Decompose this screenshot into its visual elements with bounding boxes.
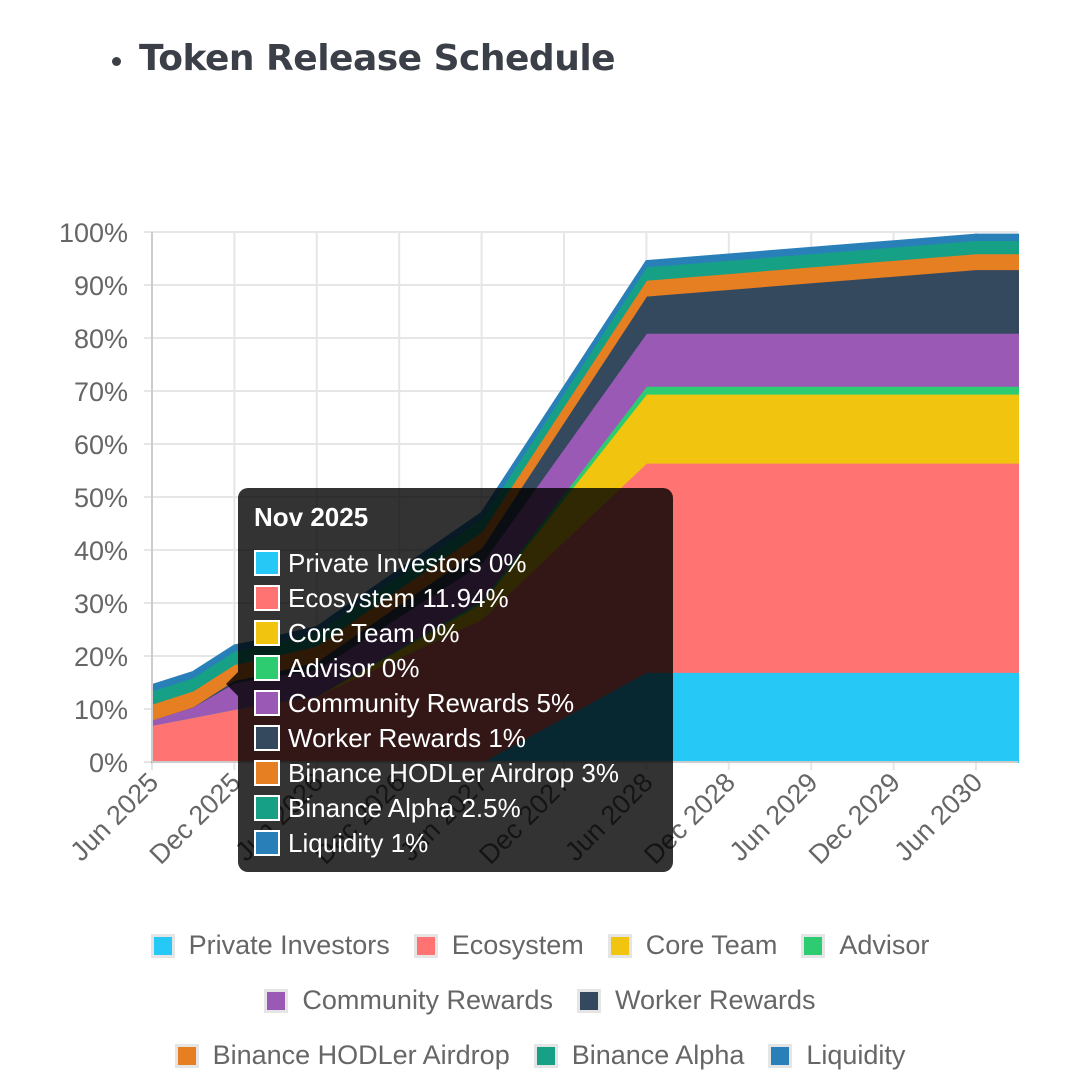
y-tick-label: 80% — [74, 324, 128, 354]
legend-swatch — [174, 1043, 199, 1068]
tooltip-item-label: Worker Rewards 1% — [288, 722, 526, 753]
tooltip-swatch — [254, 655, 280, 681]
chart-title: Token Release Schedule — [139, 38, 616, 79]
legend-label: Binance HODLer Airdrop — [212, 1040, 510, 1070]
tooltip-swatch — [254, 620, 280, 646]
tooltip-swatch — [254, 830, 280, 856]
y-tick-label: 60% — [74, 430, 128, 460]
chart-heading: Token Release Schedule — [112, 38, 616, 79]
legend-item[interactable]: Binance HODLer Airdrop — [174, 1040, 510, 1071]
tooltip-title: Nov 2025 — [254, 502, 369, 532]
legend: Private Investors Ecosystem Core Team Advis… — [0, 918, 1080, 1083]
legend-swatch — [607, 933, 632, 958]
legend-row: Binance HODLer Airdrop Binance Alpha Liqui… — [0, 1028, 1080, 1083]
x-tick-label: Dec 2025 — [144, 767, 247, 870]
bullet-icon — [112, 57, 121, 66]
tooltip-item: Binance Alpha 2.5% — [254, 793, 521, 823]
legend-item[interactable]: Worker Rewards — [577, 985, 816, 1016]
legend-label: Core Team — [645, 930, 778, 960]
legend-item[interactable]: Binance Alpha — [533, 1040, 745, 1071]
legend-label: Liquidity — [806, 1040, 906, 1070]
tooltip-caret — [226, 672, 238, 696]
legend-row: Private Investors Ecosystem Core Team Advis… — [0, 918, 1080, 973]
tooltip: Nov 2025 Private Investors 0% Ecosystem 1… — [238, 488, 673, 872]
y-tick-label: 0% — [89, 748, 128, 778]
tooltip-item-label: Advisor 0% — [288, 652, 420, 683]
legend-swatch — [577, 988, 601, 1013]
x-tick-label: Dec 2029 — [803, 767, 906, 870]
tooltip-item: Community Rewards 5% — [254, 688, 574, 718]
tooltip-item-label: Liquidity 1% — [288, 827, 429, 858]
y-tick-label: 50% — [74, 483, 128, 513]
legend-item[interactable]: Advisor — [801, 930, 929, 961]
legend-label: Private Investors — [188, 930, 390, 960]
tooltip-item: Advisor 0% — [254, 653, 420, 683]
x-tick-label: Jun 2030 — [888, 767, 988, 867]
tooltip-swatch — [254, 585, 280, 611]
y-tick-label: 100% — [59, 218, 128, 248]
tooltip-item: Private Investors 0% — [254, 548, 526, 578]
tooltip-swatch — [254, 795, 280, 821]
legend-item[interactable]: Private Investors — [150, 930, 390, 961]
tooltip-item: Liquidity 1% — [254, 828, 428, 858]
legend-item[interactable]: Liquidity — [768, 1040, 905, 1071]
tooltip-item-label: Private Investors 0% — [288, 547, 527, 578]
legend-label: Advisor — [839, 930, 930, 960]
y-tick-label: 90% — [74, 271, 128, 301]
legend-item[interactable]: Ecosystem — [413, 930, 584, 961]
y-tick-label: 10% — [74, 695, 128, 725]
tooltip-item: Worker Rewards 1% — [254, 723, 526, 753]
legend-swatch — [533, 1043, 558, 1068]
tooltip-item: Ecosystem 11.94% — [254, 583, 509, 613]
tooltip-item-label: Community Rewards 5% — [288, 687, 575, 718]
legend-label: Worker Rewards — [615, 985, 816, 1015]
legend-swatch — [150, 933, 175, 958]
y-tick-label: 30% — [74, 589, 128, 619]
legend-label: Binance Alpha — [571, 1040, 745, 1070]
tooltip-swatch — [254, 550, 280, 576]
tooltip-item-label: Ecosystem 11.94% — [288, 582, 509, 613]
legend-label: Community Rewards — [302, 985, 553, 1015]
legend-label: Ecosystem — [451, 930, 584, 960]
y-tick-label: 70% — [74, 377, 128, 407]
tooltip-item-label: Core Team 0% — [288, 617, 460, 648]
legend-item[interactable]: Community Rewards — [264, 985, 553, 1016]
y-tick-label: 40% — [74, 536, 128, 566]
tooltip-item: Core Team 0% — [254, 618, 460, 648]
legend-row: Community Rewards Worker Rewards — [0, 973, 1080, 1028]
legend-swatch — [413, 933, 438, 958]
tooltip-swatch — [254, 760, 280, 786]
legend-swatch — [264, 988, 289, 1013]
legend-item[interactable]: Core Team — [607, 930, 778, 961]
tooltip-item-label: Binance HODLer Airdrop 3% — [288, 757, 619, 788]
tooltip-item: Binance HODLer Airdrop 3% — [254, 758, 619, 788]
legend-swatch — [768, 1043, 793, 1068]
legend-swatch — [801, 933, 826, 958]
tooltip-swatch — [254, 690, 280, 716]
y-tick-label: 20% — [74, 642, 128, 672]
tooltip-item-label: Binance Alpha 2.5% — [288, 792, 521, 823]
tooltip-swatch — [254, 725, 280, 751]
